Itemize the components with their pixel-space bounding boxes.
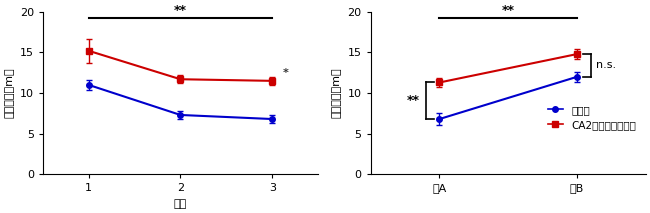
X-axis label: 日数: 日数 [174, 199, 187, 209]
Text: **: ** [407, 94, 420, 107]
Text: **: ** [502, 4, 515, 17]
Legend: 対照群, CA2不活性化マウス: 対照群, CA2不活性化マウス [543, 101, 641, 134]
Text: n.s.: n.s. [596, 60, 616, 71]
Text: **: ** [174, 4, 187, 17]
Text: *: * [283, 68, 289, 78]
Y-axis label: 移動距離（m）: 移動距離（m） [4, 68, 14, 118]
Y-axis label: 移動距離（m）: 移動距離（m） [332, 68, 342, 118]
